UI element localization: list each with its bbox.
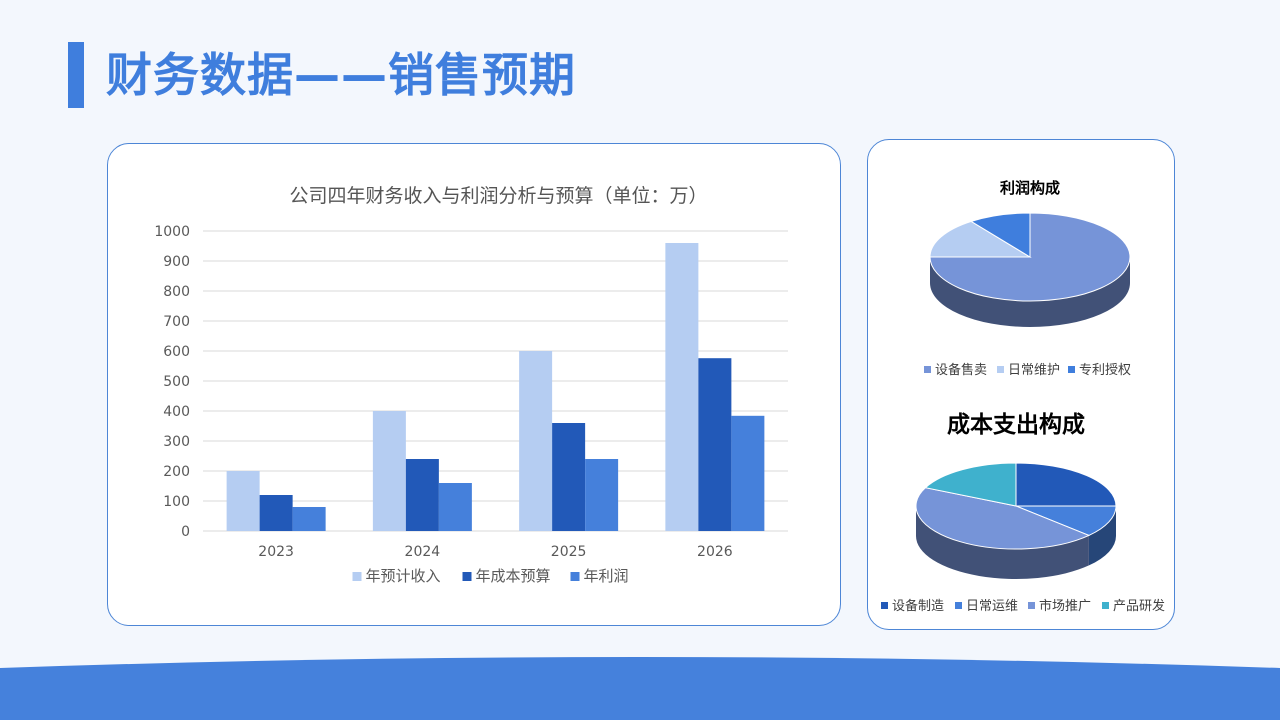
pie-slice xyxy=(924,462,1017,507)
page-title: 财务数据——销售预期 xyxy=(106,48,576,102)
y-tick-label: 800 xyxy=(163,284,190,300)
pie-legend-label: 专利授权 xyxy=(1079,362,1131,378)
bar xyxy=(292,507,326,531)
pie-slice xyxy=(1015,462,1117,507)
bar xyxy=(405,459,439,531)
pie-slice xyxy=(915,487,1091,550)
bar xyxy=(665,243,699,531)
bar xyxy=(519,351,553,531)
bar xyxy=(698,358,732,531)
bar-chart-title: 公司四年财务收入与利润分析与预算（单位：万） xyxy=(289,185,707,207)
pie-legend-label: 产品研发 xyxy=(1113,598,1165,614)
pie-legend-swatch xyxy=(924,366,931,373)
pie-legend-label: 日常运维 xyxy=(966,599,1018,614)
pie-legend-swatch xyxy=(1028,602,1035,609)
y-tick-label: 200 xyxy=(163,464,190,480)
legend-swatch xyxy=(462,572,472,581)
x-tick-label: 2026 xyxy=(697,544,733,560)
y-tick-label: 400 xyxy=(163,404,190,420)
pie-title: 利润构成 xyxy=(1000,179,1060,197)
legend-swatch xyxy=(570,572,580,581)
pie-title: 成本支出构成 xyxy=(947,411,1085,438)
y-tick-label: 600 xyxy=(163,344,190,360)
y-tick-label: 100 xyxy=(163,494,190,510)
pie-legend-label: 日常维护 xyxy=(1008,363,1060,378)
pie-slice xyxy=(1015,505,1117,536)
legend-label: 年成本预算 xyxy=(476,567,551,585)
pie-slice-side xyxy=(930,257,1130,327)
bar xyxy=(259,495,293,531)
y-tick-label: 500 xyxy=(163,374,190,390)
legend-label: 年利润 xyxy=(584,567,629,585)
pie-slice xyxy=(929,220,1032,258)
bar xyxy=(585,459,619,531)
y-tick-label: 0 xyxy=(181,524,190,540)
pie-legend-swatch xyxy=(881,602,888,609)
x-tick-label: 2023 xyxy=(258,544,294,560)
pie-legend-label: 市场推广 xyxy=(1039,598,1091,614)
legend-swatch xyxy=(352,572,362,581)
y-tick-label: 700 xyxy=(163,314,190,330)
bar-chart-card: 公司四年财务收入与利润分析与预算（单位：万） 0 100 200 300 400 500 60… xyxy=(107,143,841,626)
bar-chart: 公司四年财务收入与利润分析与预算（单位：万） 0 100 200 300 400 500 60… xyxy=(154,185,788,585)
pie-legend-swatch xyxy=(1068,366,1075,373)
pie-slice xyxy=(970,212,1031,258)
pie-legend-swatch xyxy=(955,602,962,609)
bar xyxy=(372,411,406,531)
pie-charts-card: 利润构成设备售卖 日常维护 专利授权成本支出构成设备制造 日常运维 市场推广 产品研发 xyxy=(867,139,1175,630)
bar xyxy=(552,423,586,531)
y-tick-label: 300 xyxy=(163,434,190,450)
pie-legend-swatch xyxy=(997,366,1004,373)
pie-slice-side xyxy=(916,506,1089,579)
pie-side-group xyxy=(916,506,1116,579)
bottom-wave-decoration xyxy=(0,657,1280,720)
x-tick-label: 2025 xyxy=(551,544,587,560)
y-tick-label: 900 xyxy=(163,254,190,270)
bar xyxy=(438,483,472,531)
pie-legend-label: 设备制造 xyxy=(892,598,944,614)
bar xyxy=(731,415,765,531)
title-accent-bar xyxy=(68,42,84,108)
legend-label: 年预计收入 xyxy=(366,567,441,585)
y-tick-label: 1000 xyxy=(154,224,190,240)
pie-legend-swatch xyxy=(1102,602,1109,609)
x-tick-label: 2024 xyxy=(405,544,441,560)
bar xyxy=(226,471,260,531)
pie-legend-label: 设备售卖 xyxy=(935,362,987,378)
pie-slice-side xyxy=(1088,506,1116,566)
pie-side-group xyxy=(930,257,1130,327)
